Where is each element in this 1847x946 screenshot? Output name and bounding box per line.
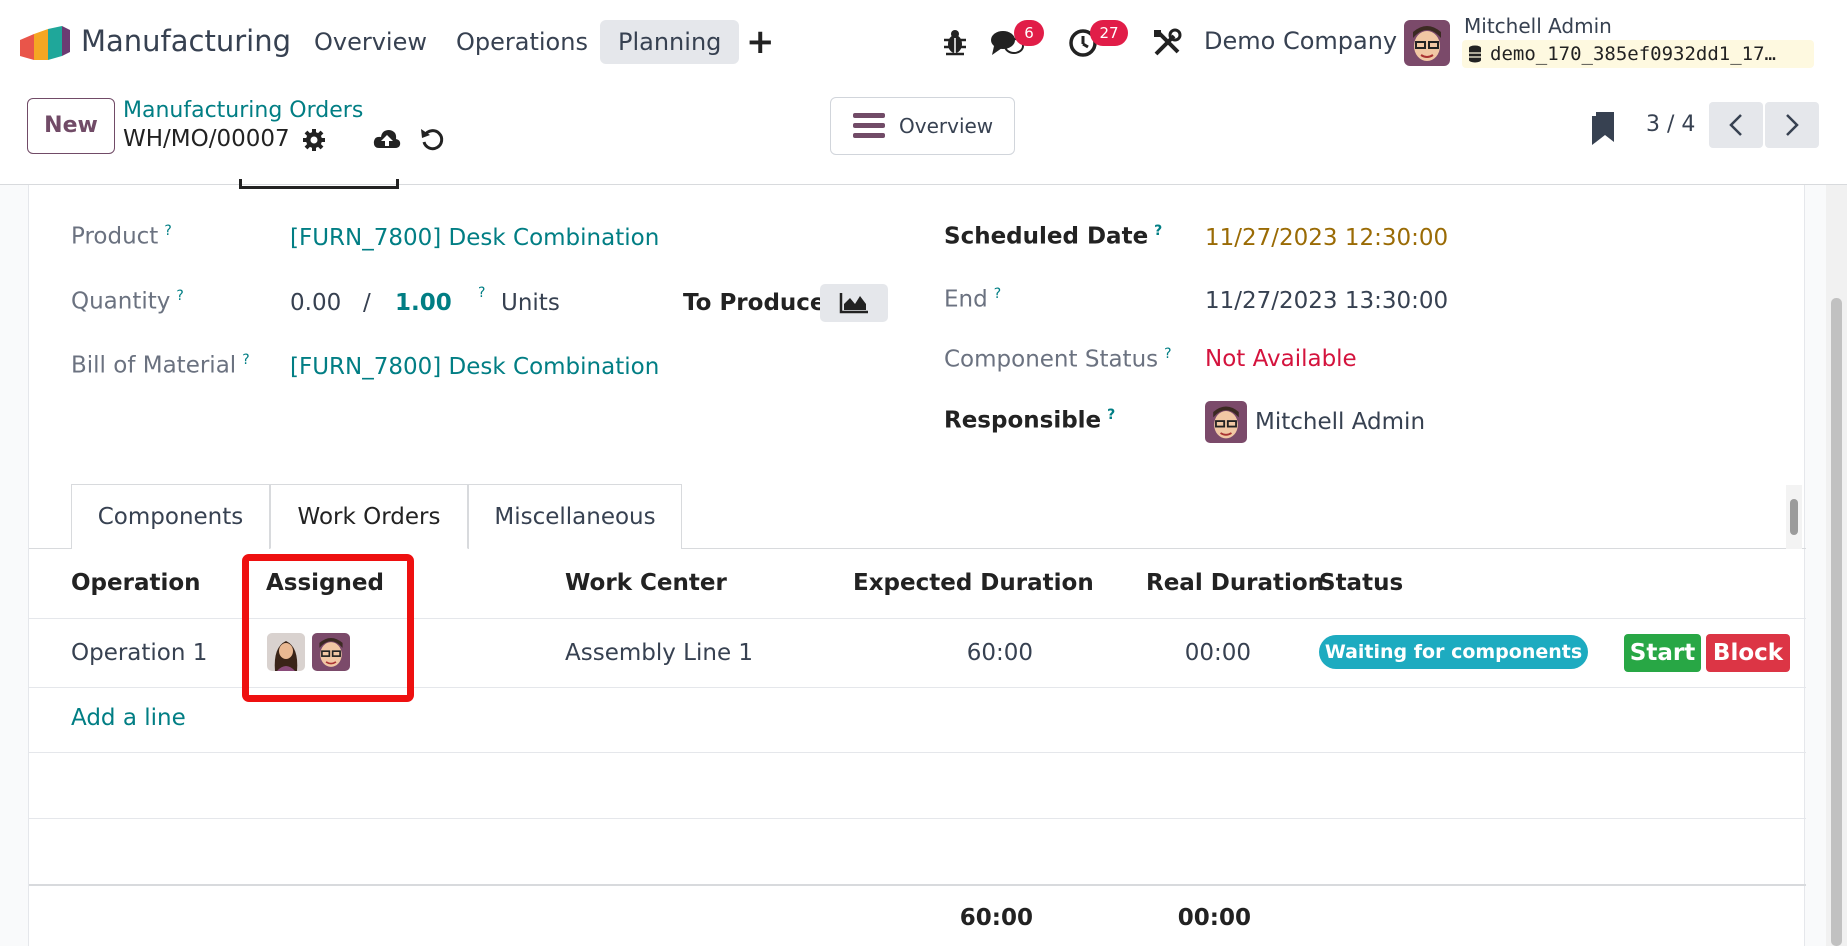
- chevron-left-icon: [1729, 114, 1742, 136]
- database-icon: [1469, 45, 1481, 63]
- app-name[interactable]: Manufacturing: [81, 24, 291, 58]
- component-status-value: Not Available: [1205, 346, 1357, 372]
- overview-button[interactable]: Overview: [830, 97, 1015, 155]
- top-navbar: Manufacturing Overview Operations Planni…: [0, 0, 1847, 84]
- overview-button-label: Overview: [899, 114, 994, 138]
- col-expected-duration[interactable]: Expected Duration: [853, 570, 1094, 596]
- pager-value[interactable]: 3 / 4: [1646, 112, 1696, 137]
- component-status-label: Component Status?: [944, 346, 1172, 373]
- new-button[interactable]: New: [27, 98, 115, 154]
- assigned-avatar-mitchell[interactable]: [312, 633, 350, 671]
- start-button[interactable]: Start: [1624, 634, 1701, 672]
- form-sheet: Product? [FURN_7800] Desk Combination Qu…: [28, 179, 1806, 946]
- scheduled-date-value[interactable]: 11/27/2023 12:30:00: [1205, 225, 1449, 251]
- quantity-total[interactable]: 1.00: [395, 290, 452, 316]
- quantity-uom[interactable]: Units: [501, 290, 560, 316]
- mitchell-avatar-icon: [312, 633, 350, 671]
- menu-operations[interactable]: Operations: [456, 28, 588, 56]
- discard-changes-icon[interactable]: [420, 126, 446, 152]
- gear-icon[interactable]: [302, 128, 326, 152]
- col-real-duration[interactable]: Real Duration: [1146, 570, 1325, 596]
- bom-value[interactable]: [FURN_7800] Desk Combination: [290, 354, 660, 380]
- woman-avatar-icon: [267, 633, 305, 671]
- area-chart-icon: [839, 293, 868, 314]
- tab-miscellaneous[interactable]: Miscellaneous: [468, 484, 682, 549]
- tab-components[interactable]: Components: [71, 484, 270, 549]
- header-divider: [29, 618, 1806, 619]
- tabs-scrollbar-thumb[interactable]: [1790, 499, 1798, 535]
- responsible-label: Responsible?: [944, 407, 1116, 434]
- menu-bars-icon: [853, 113, 885, 138]
- assigned-column-highlight: [242, 554, 414, 702]
- forecast-report-button[interactable]: [820, 284, 888, 322]
- row-divider: [29, 687, 1806, 688]
- pager-previous-button[interactable]: [1709, 102, 1763, 148]
- database-name: demo_170_385ef0932dd1_17…: [1462, 40, 1814, 68]
- breadcrumb-manufacturing-orders[interactable]: Manufacturing Orders: [123, 98, 364, 123]
- total-real-duration: 00:00: [1177, 905, 1251, 931]
- col-work-center[interactable]: Work Center: [565, 570, 727, 596]
- mitchell-avatar-icon: [1205, 401, 1247, 443]
- user-avatar[interactable]: [1404, 20, 1450, 66]
- assigned-avatar-employee[interactable]: [267, 633, 305, 671]
- chevron-right-icon: [1786, 114, 1799, 136]
- cut-off-title-fragment: [239, 179, 399, 189]
- manufacturing-app-icon[interactable]: [20, 26, 70, 60]
- mitchell-avatar-icon: [1404, 20, 1450, 66]
- responsible-value[interactable]: Mitchell Admin: [1255, 409, 1426, 435]
- bug-icon[interactable]: [942, 28, 968, 56]
- cloud-upload-icon[interactable]: [373, 128, 401, 152]
- scheduled-date-label: Scheduled Date?: [944, 223, 1163, 250]
- database-name-text: demo_170_385ef0932dd1_17…: [1490, 43, 1776, 65]
- add-a-line-link[interactable]: Add a line: [71, 705, 186, 731]
- row-work-center[interactable]: Assembly Line 1: [565, 640, 754, 666]
- total-expected-duration: 60:00: [959, 905, 1033, 931]
- tab-work-orders[interactable]: Work Orders: [270, 484, 468, 549]
- activities-badge: 27: [1090, 20, 1128, 46]
- pager-next-button[interactable]: [1765, 102, 1819, 148]
- product-label: Product?: [71, 223, 172, 250]
- record-name: WH/MO/00007: [123, 126, 290, 152]
- quantity-produced[interactable]: 0.00: [290, 290, 342, 316]
- settings-tools-icon[interactable]: [1152, 28, 1182, 58]
- row-operation[interactable]: Operation 1: [71, 640, 208, 666]
- quantity-separator: /: [363, 290, 371, 316]
- messages-badge: 6: [1014, 20, 1044, 46]
- row-divider: [29, 752, 1806, 753]
- block-button[interactable]: Block: [1706, 634, 1790, 672]
- table-footer-divider: [29, 884, 1806, 886]
- bookmark-icon[interactable]: [1590, 110, 1618, 146]
- product-value[interactable]: [FURN_7800] Desk Combination: [290, 225, 660, 251]
- col-assigned[interactable]: Assigned: [266, 570, 384, 596]
- chat-icon[interactable]: [990, 28, 1024, 58]
- to-produce-label: To Produce: [683, 290, 826, 316]
- quantity-label: Quantity?: [71, 288, 184, 315]
- col-status[interactable]: Status: [1319, 570, 1404, 596]
- page-scrollbar-thumb[interactable]: [1831, 298, 1842, 946]
- end-value[interactable]: 11/27/2023 13:30:00: [1205, 288, 1449, 314]
- responsible-avatar[interactable]: [1205, 401, 1247, 443]
- company-switcher[interactable]: Demo Company: [1204, 27, 1398, 55]
- row-divider: [29, 818, 1806, 819]
- plus-icon[interactable]: +: [746, 22, 775, 62]
- status-badge: Waiting for components: [1319, 635, 1588, 669]
- control-panel: New Manufacturing Orders WH/MO/00007 Ove…: [0, 84, 1847, 185]
- col-operation[interactable]: Operation: [71, 570, 201, 596]
- row-real-duration[interactable]: 00:00: [1184, 640, 1251, 666]
- menu-overview[interactable]: Overview: [314, 28, 427, 56]
- bom-label: Bill of Material?: [71, 352, 250, 379]
- user-name[interactable]: Mitchell Admin: [1464, 14, 1612, 38]
- quantity-help-icon: ?: [478, 285, 486, 301]
- menu-planning[interactable]: Planning: [600, 20, 740, 64]
- row-expected-duration[interactable]: 60:00: [966, 640, 1033, 666]
- end-label: End?: [944, 286, 1002, 313]
- tabs-divider: [29, 548, 1806, 549]
